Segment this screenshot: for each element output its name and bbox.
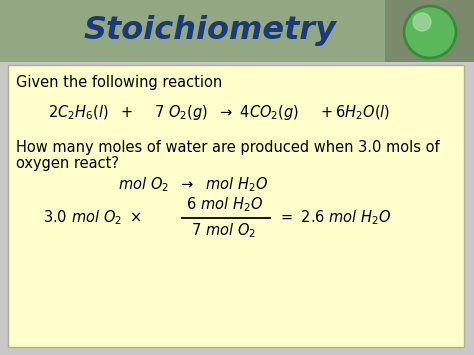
Text: $3.0\ mol\ O_2\ \times$: $3.0\ mol\ O_2\ \times$ xyxy=(43,209,141,227)
Text: oxygen react?: oxygen react? xyxy=(16,156,119,171)
Text: $2C_2H_6($$\it{l}$$)\ \ +\ \ \ \ 7\ O_2(g)\ \ \rightarrow\ 4CO_2(g)\ \ \ \ +6H_2: $2C_2H_6($$\it{l}$$)\ \ +\ \ \ \ 7\ O_2(… xyxy=(48,103,391,122)
Circle shape xyxy=(413,13,431,31)
Text: $mol\ O_2\ \ \rightarrow\ \ mol\ H_2O$: $mol\ O_2\ \ \rightarrow\ \ mol\ H_2O$ xyxy=(118,175,268,194)
Text: $=\ 2.6\ mol\ H_2O$: $=\ 2.6\ mol\ H_2O$ xyxy=(278,209,392,227)
Bar xyxy=(0,0,474,62)
Text: Stoichiometry: Stoichiometry xyxy=(83,16,337,47)
Text: Given the following reaction: Given the following reaction xyxy=(16,75,222,90)
Text: $6\ mol\ H_2O$: $6\ mol\ H_2O$ xyxy=(186,196,263,214)
Bar xyxy=(385,0,474,62)
Text: How many moles of water are produced when 3.0 mols of: How many moles of water are produced whe… xyxy=(16,140,439,155)
Text: $7\ mol\ O_2$: $7\ mol\ O_2$ xyxy=(191,221,256,240)
Bar xyxy=(8,65,464,347)
Circle shape xyxy=(404,6,456,58)
